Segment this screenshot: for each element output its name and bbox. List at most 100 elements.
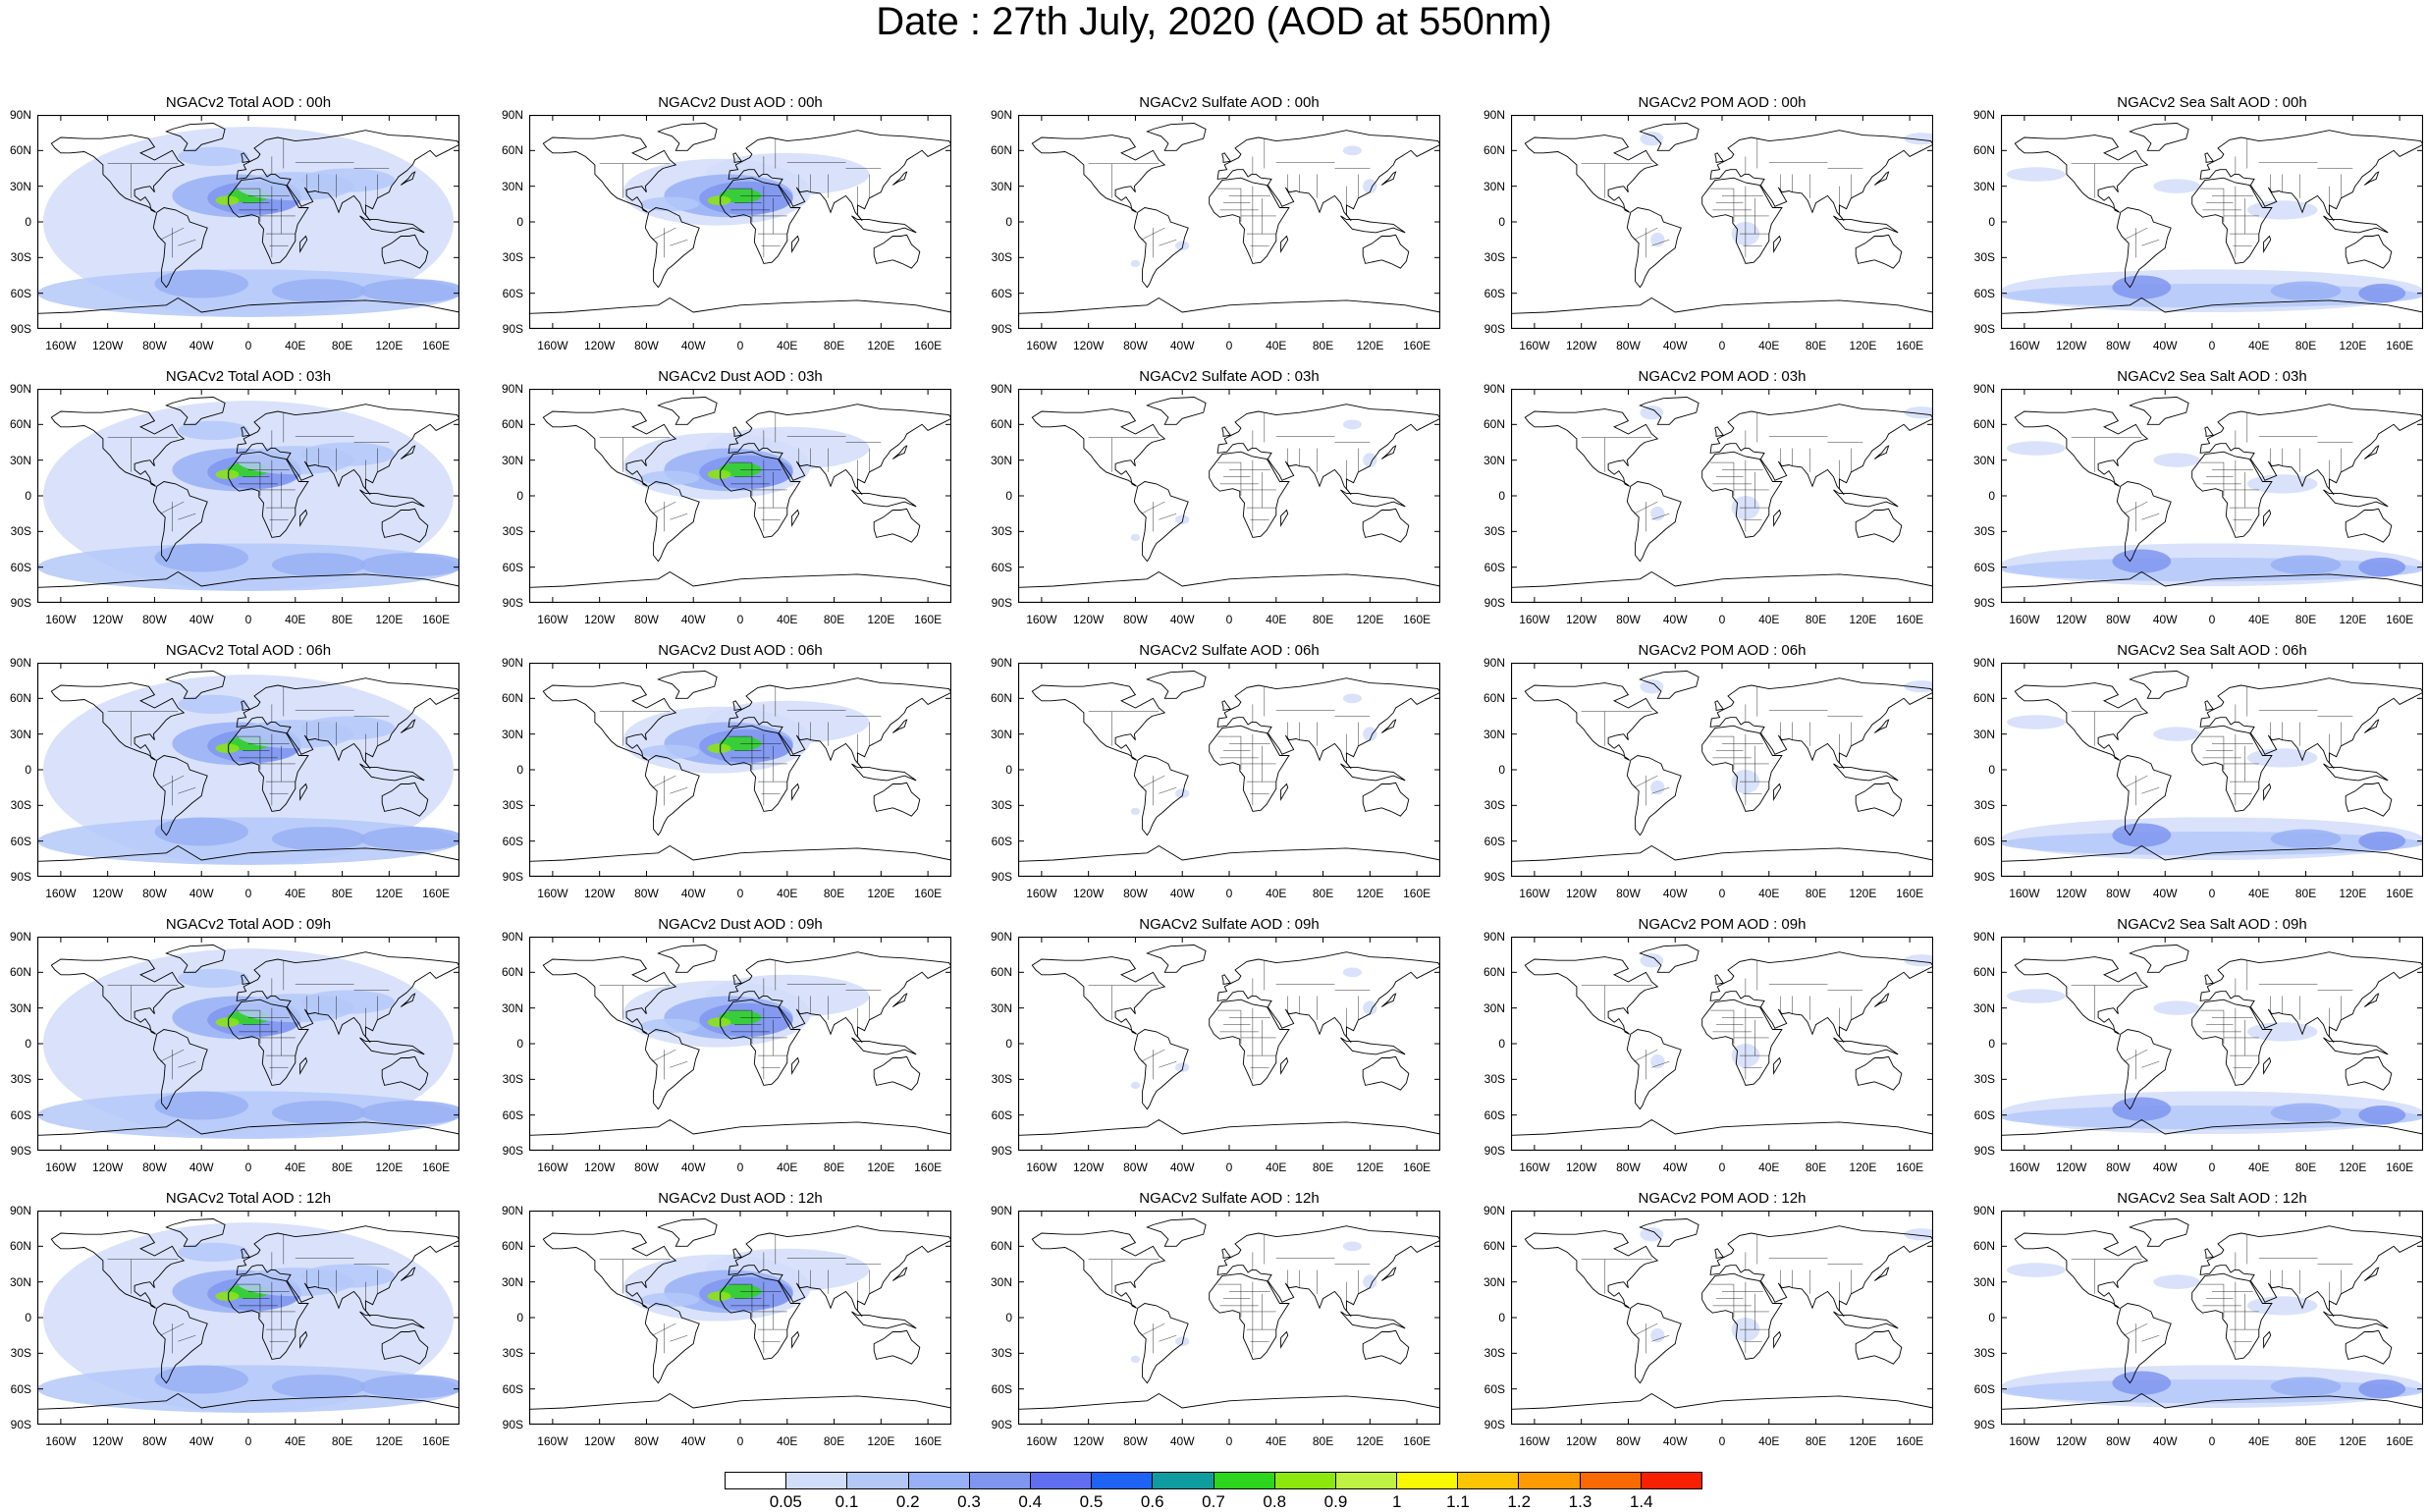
lon-tick-label: 120W xyxy=(1565,339,1597,352)
aod-field-seasalt xyxy=(2358,283,2406,303)
coastline xyxy=(1146,397,1207,425)
coastline xyxy=(228,725,309,812)
coastline xyxy=(381,234,429,269)
lat-tick-label: 30S xyxy=(1973,798,1995,813)
lat-tick-label: 90S xyxy=(1973,1144,1995,1158)
lon-tick-label: 80E xyxy=(823,613,845,626)
map-panel-pom: NGACv2 POM AOD : 06h 90N 60N 30N 0 30S 60S 90S 1… xyxy=(1484,642,1933,900)
lon-tick-label: 160E xyxy=(2386,613,2414,626)
coastline xyxy=(1511,844,1933,877)
aod-field-total xyxy=(178,968,248,989)
lon-tick-label: 0 xyxy=(2208,1161,2216,1174)
lon-tick-label: 160E xyxy=(1403,887,1431,900)
colorbar-tick-label: 1.3 xyxy=(1568,1492,1592,1511)
lat-tick-label: 60S xyxy=(1484,1107,1505,1122)
coastline xyxy=(1773,1056,1782,1075)
coastline xyxy=(1340,763,1406,782)
lat-tick-label: 90N xyxy=(9,382,31,396)
coastline xyxy=(2116,1029,2172,1110)
lon-tick-label: 120E xyxy=(1849,887,1877,900)
coastline xyxy=(1381,445,1397,459)
coastline xyxy=(892,171,908,186)
lat-tick-label: 90S xyxy=(991,1144,1012,1158)
aod-field-sulfate xyxy=(1175,1336,1190,1347)
map-panel-total: NGACv2 Total AOD : 03h 90N 60N 30N 0 30S 60S 90… xyxy=(10,368,459,626)
coastline xyxy=(1874,993,1890,1007)
lon-tick-label: 40W xyxy=(2152,613,2178,626)
lat-tick-label: 30S xyxy=(10,1346,31,1361)
lon-tick-label: 0 xyxy=(1718,613,1726,626)
coastline xyxy=(1133,481,1189,563)
coastline xyxy=(2001,1392,2423,1425)
lat-tick-label: 90N xyxy=(1972,930,1995,944)
lat-tick-label: 30S xyxy=(991,524,1012,539)
aod-field-seasalt xyxy=(2153,179,2201,193)
coastline xyxy=(2323,489,2389,508)
aod-field-total xyxy=(300,168,396,192)
lat-tick-label: 30N xyxy=(9,453,31,467)
coastline xyxy=(1524,682,1659,761)
coastline xyxy=(236,1225,459,1318)
aod-field-total xyxy=(215,469,240,480)
country-border xyxy=(670,513,688,520)
lon-tick-label: 80E xyxy=(331,339,353,352)
lat-tick-label: 60S xyxy=(1484,560,1505,574)
aod-field-seasalt xyxy=(2153,1000,2201,1015)
aod-field-sulfate xyxy=(1342,1241,1362,1252)
coastline xyxy=(2001,570,2423,603)
lon-tick-label: 120E xyxy=(867,887,895,900)
coastline xyxy=(1018,1392,1440,1425)
map-panel-pom: NGACv2 POM AOD : 00h 90N 60N 30N 0 30S 60S 90S 1… xyxy=(1484,94,1933,352)
coastline xyxy=(1340,1311,1406,1329)
coastline xyxy=(2116,1303,2172,1384)
lat-tick-label: 60N xyxy=(1483,143,1505,158)
aod-field-sulfate xyxy=(1130,259,1141,268)
lon-tick-label: 80W xyxy=(142,887,167,900)
lat-tick-label: 90N xyxy=(9,656,31,670)
lat-tick-label: 90N xyxy=(1972,108,1995,122)
map-panel-seasalt: NGACv2 Sea Salt AOD : 00h 90N 60N 30N 0 30S 60… xyxy=(1973,94,2423,352)
coastline xyxy=(228,999,309,1086)
lon-tick-label: 160E xyxy=(2386,1434,2414,1448)
coastline xyxy=(1639,397,1700,425)
map-frame xyxy=(37,1211,459,1425)
aod-field-total xyxy=(37,1091,459,1139)
colorbar-box xyxy=(786,1473,848,1488)
coastline xyxy=(791,1330,800,1349)
lon-tick-label: 40E xyxy=(1266,339,1287,352)
lon-tick-label: 120W xyxy=(91,613,124,626)
lon-tick-label: 80E xyxy=(331,1434,353,1448)
coastline xyxy=(2129,397,2189,425)
coastline xyxy=(1855,508,1903,543)
coastline xyxy=(1773,783,1782,801)
lat-tick-label: 60N xyxy=(1972,965,1995,980)
country-border xyxy=(652,1323,676,1336)
panel-title: NGACv2 POM AOD : 09h xyxy=(1638,916,1807,933)
colorbar-tick-label: 1.1 xyxy=(1446,1492,1470,1511)
coastline xyxy=(1031,1230,1166,1309)
lat-tick-label: 60S xyxy=(1973,286,1995,300)
aod-map-sulfate xyxy=(1018,663,1440,877)
map-panel-total: NGACv2 Total AOD : 09h 90N 60N 30N 0 30S 60S 90… xyxy=(10,916,459,1174)
aod-field-total xyxy=(271,1375,366,1399)
lon-tick-label: 80E xyxy=(1805,1434,1827,1448)
lon-tick-label: 120W xyxy=(583,887,616,900)
lon-tick-label: 120E xyxy=(2339,887,2367,900)
coastline xyxy=(542,135,677,213)
lon-tick-label: 80W xyxy=(634,1161,659,1174)
lat-tick-label: 90S xyxy=(1973,596,1995,610)
lon-tick-label: 160E xyxy=(422,1161,451,1174)
lon-tick-label: 40W xyxy=(189,887,214,900)
coastline xyxy=(1018,297,1440,329)
coastline xyxy=(791,1056,800,1075)
coastline xyxy=(152,1029,208,1110)
aod-map-total xyxy=(37,115,459,329)
coastline xyxy=(728,130,951,222)
map-frame xyxy=(1018,937,1440,1151)
lon-tick-label: 160E xyxy=(914,1161,943,1174)
coastline xyxy=(720,177,801,264)
coastline xyxy=(720,451,801,538)
coastline xyxy=(1221,152,1232,163)
lon-tick-label: 40W xyxy=(2152,1161,2178,1174)
coastline xyxy=(720,725,801,812)
